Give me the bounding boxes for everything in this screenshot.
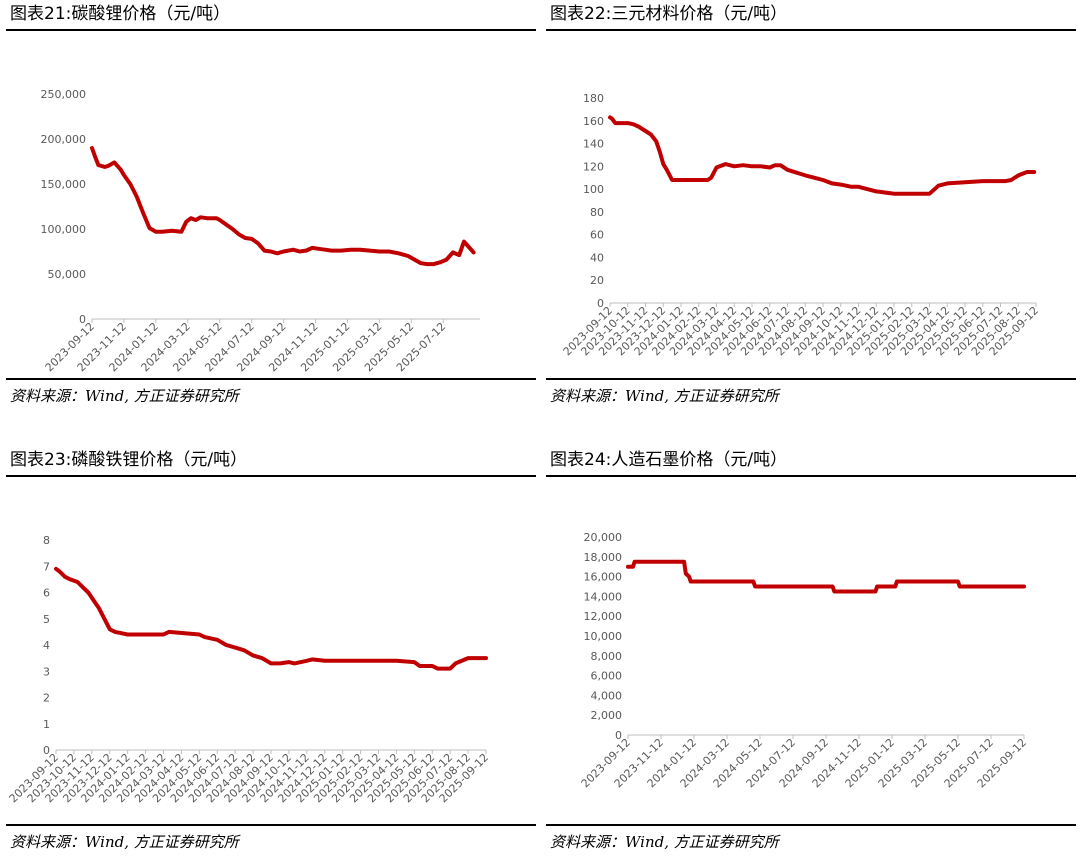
y-tick-label: 12,000 — [584, 610, 623, 623]
source-note: 资料来源：Wind, 方正证券研究所 — [10, 833, 239, 851]
y-tick-label: 8 — [43, 534, 50, 547]
y-tick-label: 0 — [597, 297, 604, 310]
y-tick-label: 14,000 — [584, 590, 623, 603]
panel-lithium-carbonate: 图表21:碳酸锂价格（元/吨） 0 50,000 100,000 150,000 200… — [6, 2, 536, 412]
y-tick-label: 120 — [583, 160, 604, 173]
y-tick-label: 140 — [583, 138, 604, 151]
source-rule — [546, 824, 1076, 826]
source-note: 资料来源：Wind, 方正证券研究所 — [550, 387, 779, 405]
y-tick-label: 20 — [590, 274, 604, 287]
y-tick-label: 2,000 — [591, 709, 623, 722]
panel-lfp: 图表23:磷酸铁锂价格（元/吨） 0 1 2 3 4 5 6 7 8 2023-09-12 2023… — [6, 448, 536, 865]
y-tick-label: 40 — [590, 251, 604, 264]
y-tick-label: 180 — [583, 92, 604, 105]
title-rule — [546, 29, 1076, 31]
series-line — [54, 566, 488, 671]
source-rule — [6, 378, 536, 380]
y-tick-label: 2 — [43, 692, 50, 705]
title-rule — [546, 475, 1076, 477]
chart-artificial-graphite: 0 2,000 4,000 6,000 8,000 10,000 12,000 14,000 1… — [579, 531, 1029, 790]
source-rule — [546, 378, 1076, 380]
y-tick-label: 50,000 — [48, 268, 87, 281]
chart-ternary-material: 0204060801001201401601802023-09-122023-1… — [561, 92, 1041, 358]
panel-ternary-material: 图表22:三元材料价格（元/吨） 0 20 40 60 80 100 120 140 160 18… — [546, 2, 1076, 412]
y-tick-label: 0 — [79, 313, 86, 326]
source-rule — [6, 824, 536, 826]
y-tick-label: 20,000 — [584, 531, 623, 544]
y-tick-label: 150,000 — [41, 178, 87, 191]
chart-lithium-carbonate: 050,000100,000150,000200,000250,0002023-… — [41, 88, 480, 374]
series-line — [90, 146, 476, 267]
y-tick-label: 5 — [43, 613, 50, 626]
y-tick-label: 16,000 — [584, 571, 623, 584]
source-note: 资料来源：Wind, 方正证券研究所 — [550, 833, 779, 851]
chart-title: 图表22:三元材料价格（元/吨） — [550, 4, 788, 24]
y-tick-label: 6,000 — [591, 670, 623, 683]
series-line — [626, 559, 1026, 594]
chart-title: 图表24:人造石墨价格（元/吨） — [550, 450, 788, 470]
y-tick-label: 3 — [43, 665, 50, 678]
y-tick-label: 4 — [43, 639, 50, 652]
y-tick-label: 100 — [583, 183, 604, 196]
y-tick-label: 1 — [43, 718, 50, 731]
y-tick-label: 100,000 — [41, 223, 87, 236]
chart-title: 图表23:磷酸铁锂价格（元/吨） — [10, 450, 248, 470]
source-note: 资料来源：Wind, 方正证券研究所 — [10, 387, 239, 405]
y-tick-label: 0 — [43, 744, 50, 757]
y-tick-label: 7 — [43, 560, 50, 573]
panel-artificial-graphite: 图表24:人造石墨价格（元/吨） 0 2,000 4,000 6,000 8,000 10… — [546, 448, 1076, 865]
chart-title: 图表21:碳酸锂价格（元/吨） — [10, 4, 231, 24]
y-tick-label: 4,000 — [591, 689, 623, 702]
y-tick-label: 160 — [583, 115, 604, 128]
y-tick-label: 8,000 — [591, 650, 623, 663]
y-tick-label: 0 — [615, 729, 622, 742]
y-tick-label: 80 — [590, 206, 604, 219]
chart-lfp: 0123456782023-09-122023-10-122023-11-122… — [7, 534, 491, 805]
y-tick-label: 10,000 — [584, 630, 623, 643]
title-rule — [6, 29, 536, 31]
y-tick-label: 200,000 — [41, 133, 87, 146]
y-tick-label: 60 — [590, 229, 604, 242]
y-tick-label: 18,000 — [584, 551, 623, 564]
title-rule — [6, 475, 536, 477]
series-line — [608, 115, 1037, 196]
y-tick-label: 6 — [43, 587, 50, 600]
y-tick-label: 250,000 — [41, 88, 87, 101]
